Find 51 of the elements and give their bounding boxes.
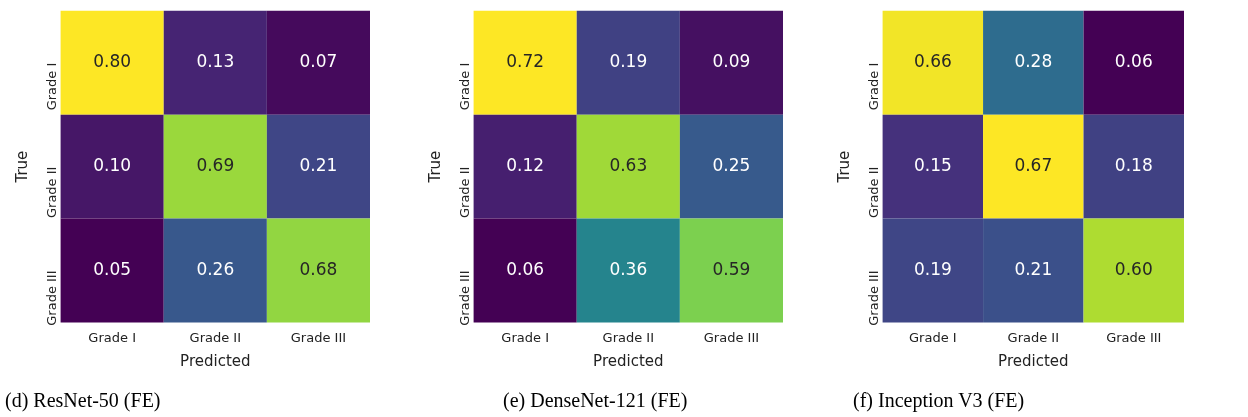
y-tick-label: Grade I <box>865 62 881 111</box>
data-label: 0.67 <box>1014 155 1053 176</box>
data-label: 0.19 <box>609 51 648 72</box>
x-axis-title: Predicted <box>593 351 664 370</box>
data-label: 0.05 <box>93 258 132 279</box>
data-label: 0.13 <box>196 51 235 72</box>
x-tick-label: Grade III <box>703 329 760 345</box>
x-tick-label: Grade I <box>88 329 136 345</box>
x-tick-label: Grade II <box>602 329 655 345</box>
x-tick-label: Grade II <box>1007 329 1060 345</box>
y-tick-label: Grade II <box>456 166 472 219</box>
x-tick-label: Grade III <box>290 329 347 345</box>
y-tick-label: Grade II <box>43 166 59 219</box>
data-label: 0.63 <box>609 155 648 176</box>
data-label: 0.68 <box>299 258 338 279</box>
y-axis-title: True <box>834 150 853 184</box>
x-tick-label: Grade III <box>1106 329 1162 345</box>
data-label: 0.60 <box>1114 258 1153 279</box>
text: (d) ResNet-50 (FE) <box>5 389 161 412</box>
data-label: 0.66 <box>913 51 952 72</box>
data-label: 0.15 <box>913 155 952 176</box>
text: (e) DenseNet-121 (FE) <box>503 389 688 412</box>
data-label: 0.09 <box>712 51 751 72</box>
data-label: 0.18 <box>1114 155 1153 176</box>
y-axis-title: True <box>12 150 31 184</box>
data-label: 0.36 <box>609 258 648 279</box>
data-label: 0.10 <box>93 155 132 176</box>
x-axis-title: Predicted <box>998 351 1069 370</box>
data-label: 0.06 <box>506 258 545 279</box>
data-label: 0.80 <box>93 51 132 72</box>
data-label: 0.12 <box>506 155 545 176</box>
data-label: 0.28 <box>1014 51 1053 72</box>
data-label: 0.26 <box>196 258 235 279</box>
x-tick-label: Grade I <box>909 329 957 345</box>
y-tick-label: Grade I <box>456 62 472 111</box>
data-label: 0.72 <box>506 51 545 72</box>
x-tick-label: Grade I <box>501 329 549 345</box>
data-label: 0.25 <box>712 155 751 176</box>
x-axis-title: Predicted <box>180 351 251 370</box>
data-label: 0.59 <box>712 258 751 279</box>
data-label: 0.69 <box>196 155 235 176</box>
data-label: 0.21 <box>299 155 338 176</box>
data-label: 0.06 <box>1114 51 1153 72</box>
data-label: 0.21 <box>1014 258 1053 279</box>
text: (f) Inception V3 (FE) <box>853 389 1025 412</box>
y-tick-label: Grade I <box>43 62 59 111</box>
data-label: 0.07 <box>299 51 338 72</box>
x-tick-label: Grade II <box>189 329 242 345</box>
y-axis-title: True <box>425 150 444 184</box>
data-label: 0.19 <box>913 258 952 279</box>
y-tick-label: Grade II <box>865 166 881 219</box>
